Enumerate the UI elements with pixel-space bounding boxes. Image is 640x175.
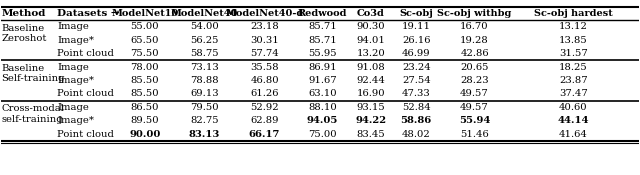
Text: 40.60: 40.60 — [559, 103, 588, 112]
Text: 85.50: 85.50 — [131, 89, 159, 98]
Text: 65.50: 65.50 — [131, 36, 159, 45]
Text: 51.46: 51.46 — [460, 130, 489, 139]
Text: Image*: Image* — [58, 76, 95, 85]
Text: Datasets →: Datasets → — [58, 9, 120, 18]
Text: 94.01: 94.01 — [356, 36, 385, 45]
Text: 85.71: 85.71 — [308, 22, 337, 31]
Text: 83.45: 83.45 — [356, 130, 385, 139]
Text: Sc-obj: Sc-obj — [399, 9, 433, 18]
Text: Image: Image — [58, 22, 90, 31]
Text: 18.25: 18.25 — [559, 62, 588, 72]
Text: 94.05: 94.05 — [307, 116, 338, 125]
Text: 42.86: 42.86 — [460, 49, 489, 58]
Text: 52.84: 52.84 — [402, 103, 431, 112]
Text: 13.85: 13.85 — [559, 36, 588, 45]
Text: 31.57: 31.57 — [559, 49, 588, 58]
Text: 16.70: 16.70 — [460, 22, 489, 31]
Text: 90.00: 90.00 — [129, 130, 161, 139]
Text: 62.89: 62.89 — [250, 116, 279, 125]
Text: 30.31: 30.31 — [250, 36, 279, 45]
Text: 85.50: 85.50 — [131, 76, 159, 85]
Text: 44.14: 44.14 — [557, 116, 589, 125]
Text: 13.20: 13.20 — [356, 49, 385, 58]
Text: 16.90: 16.90 — [356, 89, 385, 98]
Text: 23.87: 23.87 — [559, 76, 588, 85]
Text: 58.86: 58.86 — [401, 116, 432, 125]
Text: 82.75: 82.75 — [190, 116, 219, 125]
Text: 27.54: 27.54 — [402, 76, 431, 85]
Text: Cross-modal
self-training: Cross-modal self-training — [1, 104, 64, 124]
Text: 37.47: 37.47 — [559, 89, 588, 98]
Text: 75.00: 75.00 — [308, 130, 337, 139]
Text: 57.74: 57.74 — [250, 49, 279, 58]
Text: 58.75: 58.75 — [190, 49, 219, 58]
Text: 73.13: 73.13 — [190, 62, 219, 72]
Text: 55.94: 55.94 — [459, 116, 490, 125]
Text: Point cloud: Point cloud — [58, 130, 115, 139]
Text: Baseline
Self-training: Baseline Self-training — [1, 64, 65, 83]
Text: 94.22: 94.22 — [355, 116, 387, 125]
Text: 61.26: 61.26 — [250, 89, 279, 98]
Text: Image: Image — [58, 103, 90, 112]
Text: 46.80: 46.80 — [250, 76, 279, 85]
Text: 63.10: 63.10 — [308, 89, 337, 98]
Text: Method: Method — [1, 9, 46, 18]
Text: 52.92: 52.92 — [250, 103, 279, 112]
Text: 46.99: 46.99 — [402, 49, 431, 58]
Text: 83.13: 83.13 — [189, 130, 220, 139]
Text: 85.71: 85.71 — [308, 36, 337, 45]
Text: Image*: Image* — [58, 116, 95, 125]
Text: Image*: Image* — [58, 36, 95, 45]
Text: 28.23: 28.23 — [460, 76, 489, 85]
Text: 49.57: 49.57 — [460, 103, 489, 112]
Text: 93.15: 93.15 — [356, 103, 385, 112]
Text: 35.58: 35.58 — [250, 62, 279, 72]
Text: 88.10: 88.10 — [308, 103, 337, 112]
Text: Sc-obj hardest: Sc-obj hardest — [534, 9, 612, 18]
Text: 86.91: 86.91 — [308, 62, 337, 72]
Text: 78.00: 78.00 — [131, 62, 159, 72]
Text: 75.50: 75.50 — [131, 49, 159, 58]
Text: 19.11: 19.11 — [402, 22, 431, 31]
Text: Point cloud: Point cloud — [58, 49, 115, 58]
Text: 49.57: 49.57 — [460, 89, 489, 98]
Text: 26.16: 26.16 — [402, 36, 431, 45]
Text: 79.50: 79.50 — [190, 103, 219, 112]
Text: 55.00: 55.00 — [131, 22, 159, 31]
Text: Redwood: Redwood — [298, 9, 348, 18]
Text: 78.88: 78.88 — [190, 76, 219, 85]
Text: Image: Image — [58, 62, 90, 72]
Text: 86.50: 86.50 — [131, 103, 159, 112]
Text: 20.65: 20.65 — [460, 62, 489, 72]
Text: 69.13: 69.13 — [190, 89, 219, 98]
Text: ModelNet10: ModelNet10 — [111, 9, 179, 18]
Text: Co3d: Co3d — [357, 9, 385, 18]
Text: Baseline
Zeroshot: Baseline Zeroshot — [1, 24, 47, 43]
Text: 55.95: 55.95 — [308, 49, 337, 58]
Text: 91.67: 91.67 — [308, 76, 337, 85]
Text: 90.30: 90.30 — [356, 22, 385, 31]
Text: 41.64: 41.64 — [559, 130, 588, 139]
Text: 91.08: 91.08 — [356, 62, 385, 72]
Text: 48.02: 48.02 — [402, 130, 431, 139]
Text: Point cloud: Point cloud — [58, 89, 115, 98]
Text: Sc-obj withbg: Sc-obj withbg — [437, 9, 512, 18]
Text: 66.17: 66.17 — [249, 130, 280, 139]
Text: 47.33: 47.33 — [402, 89, 431, 98]
Text: 23.24: 23.24 — [402, 62, 431, 72]
Text: 56.25: 56.25 — [191, 36, 219, 45]
Text: ModelNet40-d: ModelNet40-d — [225, 9, 304, 18]
Text: 92.44: 92.44 — [356, 76, 385, 85]
Text: 54.00: 54.00 — [190, 22, 219, 31]
Text: 89.50: 89.50 — [131, 116, 159, 125]
Text: 23.18: 23.18 — [250, 22, 279, 31]
Text: ModelNet40: ModelNet40 — [171, 9, 238, 18]
Text: 13.12: 13.12 — [559, 22, 588, 31]
Text: 19.28: 19.28 — [460, 36, 489, 45]
